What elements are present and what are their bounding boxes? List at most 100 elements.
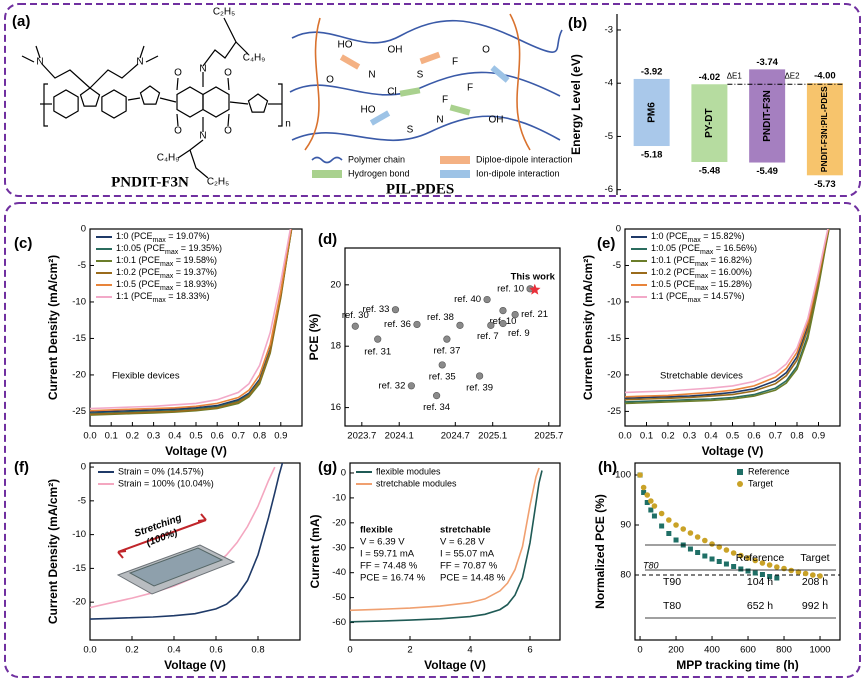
text-span: = 14.57%) bbox=[701, 291, 745, 301]
text-span: = 16.82%) bbox=[708, 255, 752, 265]
marker bbox=[738, 552, 744, 559]
atom-label: O bbox=[326, 75, 334, 86]
bond bbox=[176, 113, 179, 127]
ring bbox=[79, 87, 101, 107]
text-span: max bbox=[160, 273, 174, 280]
text-span: max bbox=[688, 237, 702, 244]
annotation: Flexible devices bbox=[112, 371, 180, 382]
interaction bbox=[399, 87, 421, 97]
x-tick-label: 0.8 bbox=[251, 645, 264, 656]
table-cell: 208 h bbox=[802, 576, 828, 588]
point-label: ref. 34 bbox=[423, 402, 450, 413]
atom-label: O bbox=[482, 45, 490, 56]
homo-label: -5.73 bbox=[814, 179, 836, 190]
highlight-label: This work bbox=[511, 271, 556, 282]
polymer-chain bbox=[289, 71, 561, 97]
y-axis-label: Current Density (mA/cm²) bbox=[46, 255, 60, 400]
atom-label: C₄H₉ bbox=[157, 153, 180, 164]
panel-label: (a) bbox=[12, 13, 30, 30]
annotation: I = 55.07 mA bbox=[440, 549, 495, 560]
point-label: ref. 37 bbox=[433, 346, 460, 357]
marker bbox=[774, 575, 780, 581]
atom-label: C₂H₅ bbox=[213, 7, 235, 18]
plot-frame bbox=[89, 462, 301, 641]
marker bbox=[666, 517, 672, 523]
marker bbox=[659, 523, 665, 529]
atom-label: n bbox=[285, 119, 291, 130]
y-axis-label: PCE (%) bbox=[307, 314, 321, 361]
point bbox=[511, 310, 519, 319]
y-tick-label: -25 bbox=[607, 406, 621, 417]
molecule-name: PNDIT-F3N bbox=[111, 174, 189, 190]
panel-box bbox=[4, 3, 861, 197]
marker bbox=[680, 526, 687, 532]
x-tick-label: 2023.7 bbox=[347, 431, 376, 442]
x-tick-label: 1000 bbox=[809, 645, 830, 656]
bond bbox=[35, 45, 41, 59]
bar-name: PM6 bbox=[646, 102, 657, 123]
marker bbox=[745, 568, 751, 574]
point bbox=[443, 335, 451, 343]
bond bbox=[41, 63, 91, 89]
ring bbox=[247, 93, 269, 113]
text-span: 1:1 (PCE bbox=[651, 291, 688, 301]
text-span: 1:0.1 (PCE bbox=[651, 255, 695, 265]
legend-label: Diploe-dipole interaction bbox=[476, 154, 573, 164]
legend-label: stretchable modules bbox=[376, 478, 457, 488]
point bbox=[483, 295, 491, 304]
legend-label: 1:0.05 (PCEmax = 16.56%) bbox=[651, 243, 757, 255]
bond bbox=[227, 113, 230, 127]
marker bbox=[709, 541, 715, 547]
series-line bbox=[350, 470, 543, 623]
legend-swatch bbox=[440, 170, 470, 178]
point-label: ref. 39 bbox=[466, 382, 493, 393]
y-tick-label: -6 bbox=[605, 184, 613, 195]
x-tick-label: 0.3 bbox=[683, 431, 696, 442]
panel-label: (e) bbox=[597, 235, 615, 252]
annotation: V = 6.28 V bbox=[440, 537, 485, 548]
x-tick-label: 6 bbox=[527, 645, 532, 656]
text-span: 1:1 (PCE bbox=[116, 291, 153, 301]
text-span: = 15.28%) bbox=[708, 279, 752, 289]
atom-label: S bbox=[417, 70, 424, 81]
bar-name: PNDIT-F3N:PIL-PDES bbox=[819, 86, 829, 172]
x-tick-label: 0.6 bbox=[747, 431, 760, 442]
y-tick-label: 100 bbox=[615, 470, 631, 481]
x-tick-label: 0.3 bbox=[147, 431, 160, 442]
table-header: Reference bbox=[736, 552, 785, 564]
lumo-label: -3.74 bbox=[756, 57, 778, 68]
marker bbox=[752, 557, 759, 564]
annotation: ΔE2 bbox=[784, 71, 800, 80]
atom-label: OH bbox=[388, 45, 403, 56]
point bbox=[499, 319, 507, 328]
table-cell: 104 h bbox=[747, 576, 773, 588]
x-tick-label: 0 bbox=[637, 645, 642, 656]
marker bbox=[641, 490, 647, 495]
atom-label: HO bbox=[361, 105, 376, 116]
point bbox=[456, 321, 464, 329]
atom-label: F bbox=[452, 57, 458, 68]
y-tick-label: -5 bbox=[613, 260, 621, 271]
point bbox=[476, 372, 484, 380]
table-header: Target bbox=[800, 552, 829, 564]
text-span: = 19.35%) bbox=[178, 243, 222, 253]
y-tick-label: -5 bbox=[78, 260, 86, 271]
atom-label: Cl bbox=[387, 87, 396, 98]
legend-label: 1:0.05 (PCEmax = 19.35%) bbox=[116, 243, 222, 255]
y-tick-label: -10 bbox=[607, 296, 621, 307]
panel-label: (d) bbox=[318, 231, 337, 248]
bracket bbox=[43, 83, 283, 127]
marker bbox=[644, 500, 650, 505]
atom-label: S bbox=[407, 125, 414, 136]
homo-label: -5.18 bbox=[641, 150, 663, 161]
legend-label: Hydrogen bond bbox=[348, 168, 410, 178]
legend-label: 1:0 (PCEmax = 19.07%) bbox=[116, 231, 210, 243]
x-tick-label: 0 bbox=[347, 645, 352, 656]
point bbox=[438, 361, 446, 369]
x-tick-label: 2025.7 bbox=[534, 431, 563, 442]
marker bbox=[795, 569, 802, 575]
marker bbox=[648, 498, 654, 504]
marker bbox=[766, 562, 773, 568]
x-axis-label: Voltage (V) bbox=[424, 658, 486, 672]
text-span: = 19.37%) bbox=[173, 267, 217, 277]
